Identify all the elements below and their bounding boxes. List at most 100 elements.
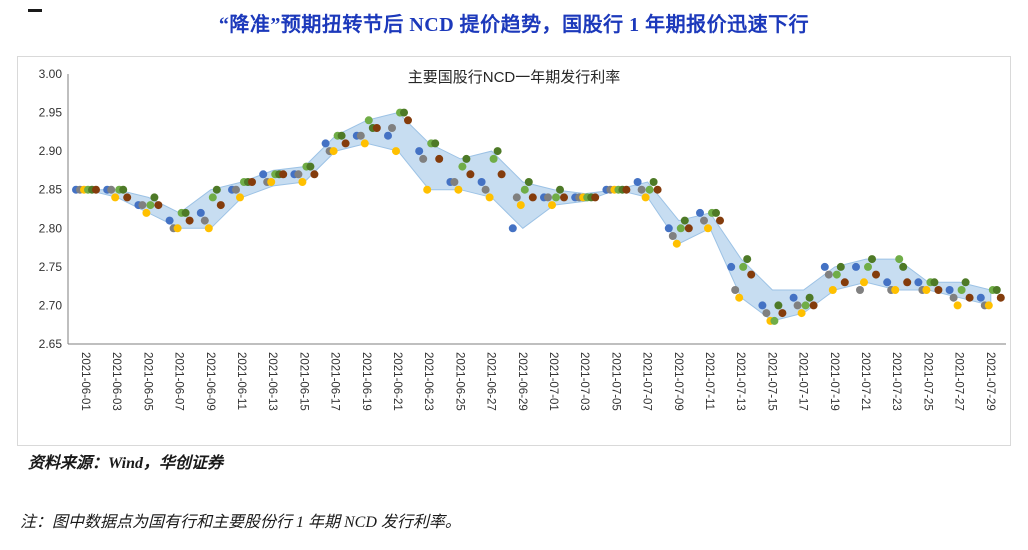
ncd-chart-svg: 3.00 2.95 2.90 2.85 2.80 2.75 2.70 2.65 2021-06-… — [39, 67, 1006, 411]
data-point — [976, 293, 985, 302]
data-point — [450, 178, 459, 186]
x-tick-label: 2021-07-01 — [547, 352, 559, 411]
data-point — [181, 208, 190, 217]
data-point — [294, 170, 303, 179]
data-point — [868, 255, 876, 264]
top-left-dash — [28, 9, 42, 12]
data-point — [856, 286, 864, 294]
x-tick-label: 2021-06-27 — [485, 352, 497, 411]
data-point — [111, 193, 120, 202]
data-point — [524, 178, 533, 186]
data-point — [805, 293, 814, 302]
data-point — [903, 278, 912, 287]
data-point — [637, 185, 646, 194]
data-point — [824, 270, 833, 279]
data-point — [92, 185, 100, 194]
data-point — [165, 216, 174, 225]
data-point — [832, 270, 841, 279]
data-point — [454, 185, 463, 194]
data-point — [321, 139, 330, 148]
data-point — [458, 162, 467, 171]
x-tick-label: 2021-06-23 — [422, 352, 434, 411]
data-point — [306, 162, 315, 171]
data-point — [789, 293, 798, 302]
data-point — [123, 193, 132, 202]
chart-panel: 3.00 2.95 2.90 2.85 2.80 2.75 2.70 2.65 2021-06-… — [17, 56, 1011, 446]
data-point — [828, 286, 837, 294]
data-point — [945, 286, 954, 294]
data-point — [388, 124, 396, 132]
data-point — [400, 108, 408, 117]
data-point — [364, 116, 373, 125]
data-point — [668, 232, 677, 240]
data-point — [684, 224, 693, 233]
data-point — [481, 185, 490, 194]
data-point — [146, 201, 155, 210]
data-point — [236, 193, 244, 202]
data-point — [372, 124, 381, 132]
x-tick-label: 2021-06-03 — [110, 352, 122, 411]
data-point — [200, 216, 209, 225]
data-point — [739, 262, 748, 271]
source-text: 资料来源：Wind，华创证券 — [28, 455, 223, 472]
data-point — [392, 147, 400, 156]
x-tick-label: 2021-06-07 — [173, 352, 185, 411]
x-tick-label: 2021-06-01 — [79, 352, 91, 411]
data-point — [497, 170, 506, 179]
data-point — [622, 185, 631, 194]
data-point — [267, 178, 276, 186]
data-point — [762, 309, 771, 318]
x-tick-label: 2021-06-15 — [297, 352, 309, 411]
data-point — [493, 147, 502, 156]
data-point — [778, 309, 787, 318]
y-tick-label: 2.85 — [39, 183, 63, 197]
data-point — [743, 255, 752, 264]
data-point — [770, 316, 779, 325]
data-point — [836, 262, 845, 271]
data-point — [747, 270, 756, 279]
data-point — [516, 201, 525, 210]
x-tick-label: 2021-07-15 — [765, 352, 777, 411]
series-bank-yellow — [80, 139, 993, 325]
data-point — [864, 262, 872, 271]
data-point — [934, 286, 943, 294]
data-point — [895, 255, 904, 264]
data-point — [649, 178, 658, 186]
data-point — [196, 208, 205, 217]
data-point — [731, 286, 740, 294]
data-point — [809, 301, 818, 310]
data-point — [337, 131, 346, 140]
data-point — [520, 185, 529, 194]
data-point — [801, 301, 810, 310]
y-tick-label: 2.95 — [39, 106, 63, 120]
data-point — [883, 278, 892, 287]
data-point — [142, 208, 151, 217]
x-tick-label: 2021-07-11 — [703, 352, 715, 410]
data-point — [797, 309, 806, 318]
x-tick-label: 2021-06-05 — [141, 352, 153, 411]
data-point — [423, 185, 432, 194]
data-point — [185, 216, 194, 225]
data-point — [556, 185, 564, 194]
data-point — [696, 208, 704, 217]
x-tick-label: 2021-06-11 — [235, 352, 247, 410]
x-tick-label: 2021-07-19 — [828, 352, 840, 411]
data-point — [329, 147, 338, 156]
x-tick-label: 2021-06-13 — [266, 352, 278, 411]
data-point — [840, 278, 849, 287]
data-point — [957, 286, 966, 294]
data-point — [204, 224, 213, 233]
x-tick-label: 2021-07-25 — [921, 352, 933, 411]
chart-title: 主要国股行NCD一年期发行利率 — [407, 69, 621, 86]
data-point — [544, 193, 552, 202]
data-point — [758, 301, 767, 310]
data-point — [173, 224, 182, 233]
data-point — [949, 293, 958, 302]
data-point — [356, 131, 365, 140]
data-point — [485, 193, 494, 202]
x-tick-label: 2021-07-23 — [890, 352, 902, 411]
y-tick-label: 2.80 — [39, 221, 63, 235]
data-point — [341, 139, 350, 148]
y-tick-label: 2.75 — [39, 260, 63, 274]
data-point — [528, 193, 537, 202]
